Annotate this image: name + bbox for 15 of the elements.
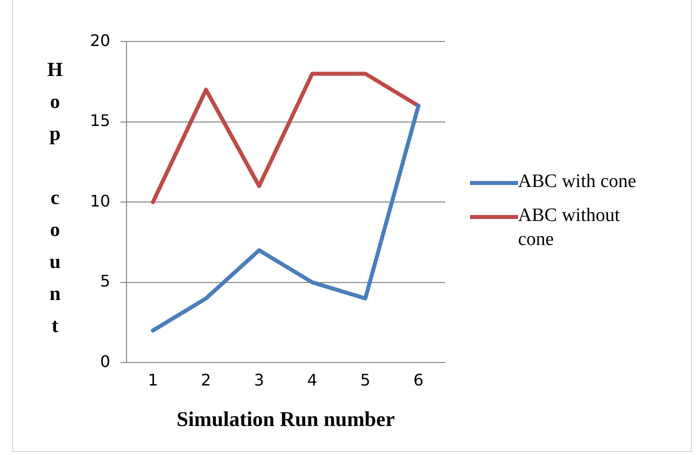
text: Hop count [47,59,63,337]
legend-label: ABC with cone [518,170,638,194]
y-tick-label: 15 [90,111,110,130]
y-tick-label: 20 [90,30,110,50]
legend-label: ABC without cone [518,204,621,252]
x-tick-label: 2 [200,370,212,390]
y-tick-label: 10 [90,191,110,210]
x-tick-label: 6 [413,370,424,390]
x-tick-label: 3 [254,370,264,390]
x-axis-title: Simulation Run number [176,406,395,431]
y-tick-label: 5 [100,272,110,291]
x-tick-label: 1 [148,370,158,390]
x-tick-label: 5 [360,370,370,390]
y-tick-label: 0 [100,352,110,371]
x-tick-label: 4 [307,370,318,390]
